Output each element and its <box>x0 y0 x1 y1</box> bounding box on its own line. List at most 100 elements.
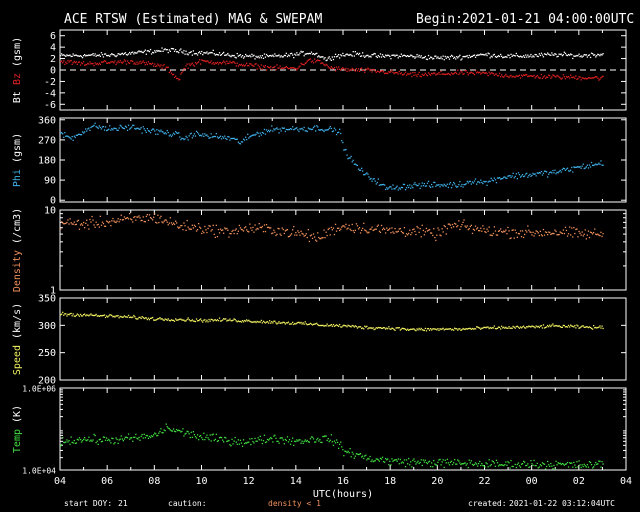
data-point <box>343 455 345 457</box>
y-tick-label: 1 <box>50 286 56 297</box>
data-point <box>488 71 490 73</box>
data-point <box>158 221 160 224</box>
data-point <box>72 223 74 225</box>
data-point <box>242 64 245 66</box>
data-point <box>549 171 551 174</box>
data-point <box>449 224 452 226</box>
data-point <box>201 232 203 235</box>
data-point <box>311 53 314 55</box>
data-point <box>198 133 200 135</box>
data-point <box>554 229 556 231</box>
data-point <box>597 53 599 55</box>
data-point <box>513 237 515 239</box>
data-point <box>583 463 585 465</box>
data-point <box>530 53 532 56</box>
data-point <box>149 63 152 65</box>
data-point <box>573 55 575 57</box>
data-point <box>548 173 550 175</box>
data-point <box>257 55 259 58</box>
data-point <box>304 321 306 323</box>
data-point <box>289 323 292 325</box>
data-point <box>140 62 142 65</box>
data-point <box>335 133 338 136</box>
data-point <box>513 177 515 179</box>
data-point <box>457 69 459 71</box>
data-point <box>355 68 358 70</box>
data-point <box>136 318 138 320</box>
data-point <box>272 54 274 56</box>
data-point <box>520 327 523 329</box>
data-point <box>132 221 134 223</box>
data-point <box>573 227 575 229</box>
data-point <box>370 68 372 71</box>
data-point <box>403 227 406 229</box>
data-point <box>424 459 426 461</box>
data-point <box>113 127 115 129</box>
data-point <box>124 60 127 62</box>
data-point <box>127 124 130 126</box>
data-point <box>500 228 502 230</box>
data-point <box>528 75 530 77</box>
data-point <box>94 53 96 55</box>
data-point <box>435 239 437 242</box>
data-point <box>114 60 116 62</box>
data-point <box>143 317 145 320</box>
data-point <box>107 439 109 442</box>
data-point <box>78 61 81 63</box>
data-point <box>156 222 158 224</box>
data-point <box>398 187 400 189</box>
data-point <box>286 67 289 69</box>
data-point <box>438 184 440 186</box>
data-point <box>231 438 233 440</box>
data-point <box>89 54 91 56</box>
data-point <box>256 227 258 230</box>
data-point <box>349 157 351 159</box>
data-point <box>416 225 418 228</box>
data-point <box>104 316 107 319</box>
data-point <box>332 58 335 61</box>
data-point <box>81 440 84 442</box>
data-point <box>192 50 194 52</box>
data-point <box>107 55 109 57</box>
data-point <box>434 181 436 184</box>
data-point <box>246 229 248 231</box>
x-tick-label: 14 <box>290 476 302 487</box>
data-point <box>76 313 78 315</box>
data-point <box>566 54 569 57</box>
data-point <box>276 127 278 129</box>
data-point <box>154 319 156 321</box>
data-point <box>301 63 303 65</box>
data-point <box>126 54 129 56</box>
data-point <box>73 60 75 63</box>
data-point <box>249 438 251 440</box>
data-point <box>430 465 432 468</box>
data-point <box>441 328 443 330</box>
data-point <box>441 184 443 186</box>
data-point <box>404 466 407 468</box>
data-point <box>440 56 442 58</box>
data-point <box>182 70 184 72</box>
data-point <box>479 460 481 463</box>
data-point <box>505 461 507 463</box>
data-point <box>287 441 290 443</box>
data-point <box>247 65 249 67</box>
data-point <box>580 234 582 236</box>
data-point <box>238 142 240 145</box>
data-point <box>504 231 506 233</box>
data-point <box>284 438 286 441</box>
data-point <box>439 328 441 330</box>
data-point <box>75 54 77 56</box>
data-point <box>194 320 197 323</box>
data-point <box>262 57 265 59</box>
data-point <box>420 236 422 238</box>
data-point <box>558 233 560 236</box>
data-point <box>276 55 278 57</box>
data-point <box>293 323 295 326</box>
data-point <box>150 317 153 319</box>
data-point <box>480 464 482 467</box>
data-point <box>584 229 586 231</box>
data-point <box>557 325 559 327</box>
data-point <box>500 53 502 56</box>
data-point <box>327 228 329 231</box>
